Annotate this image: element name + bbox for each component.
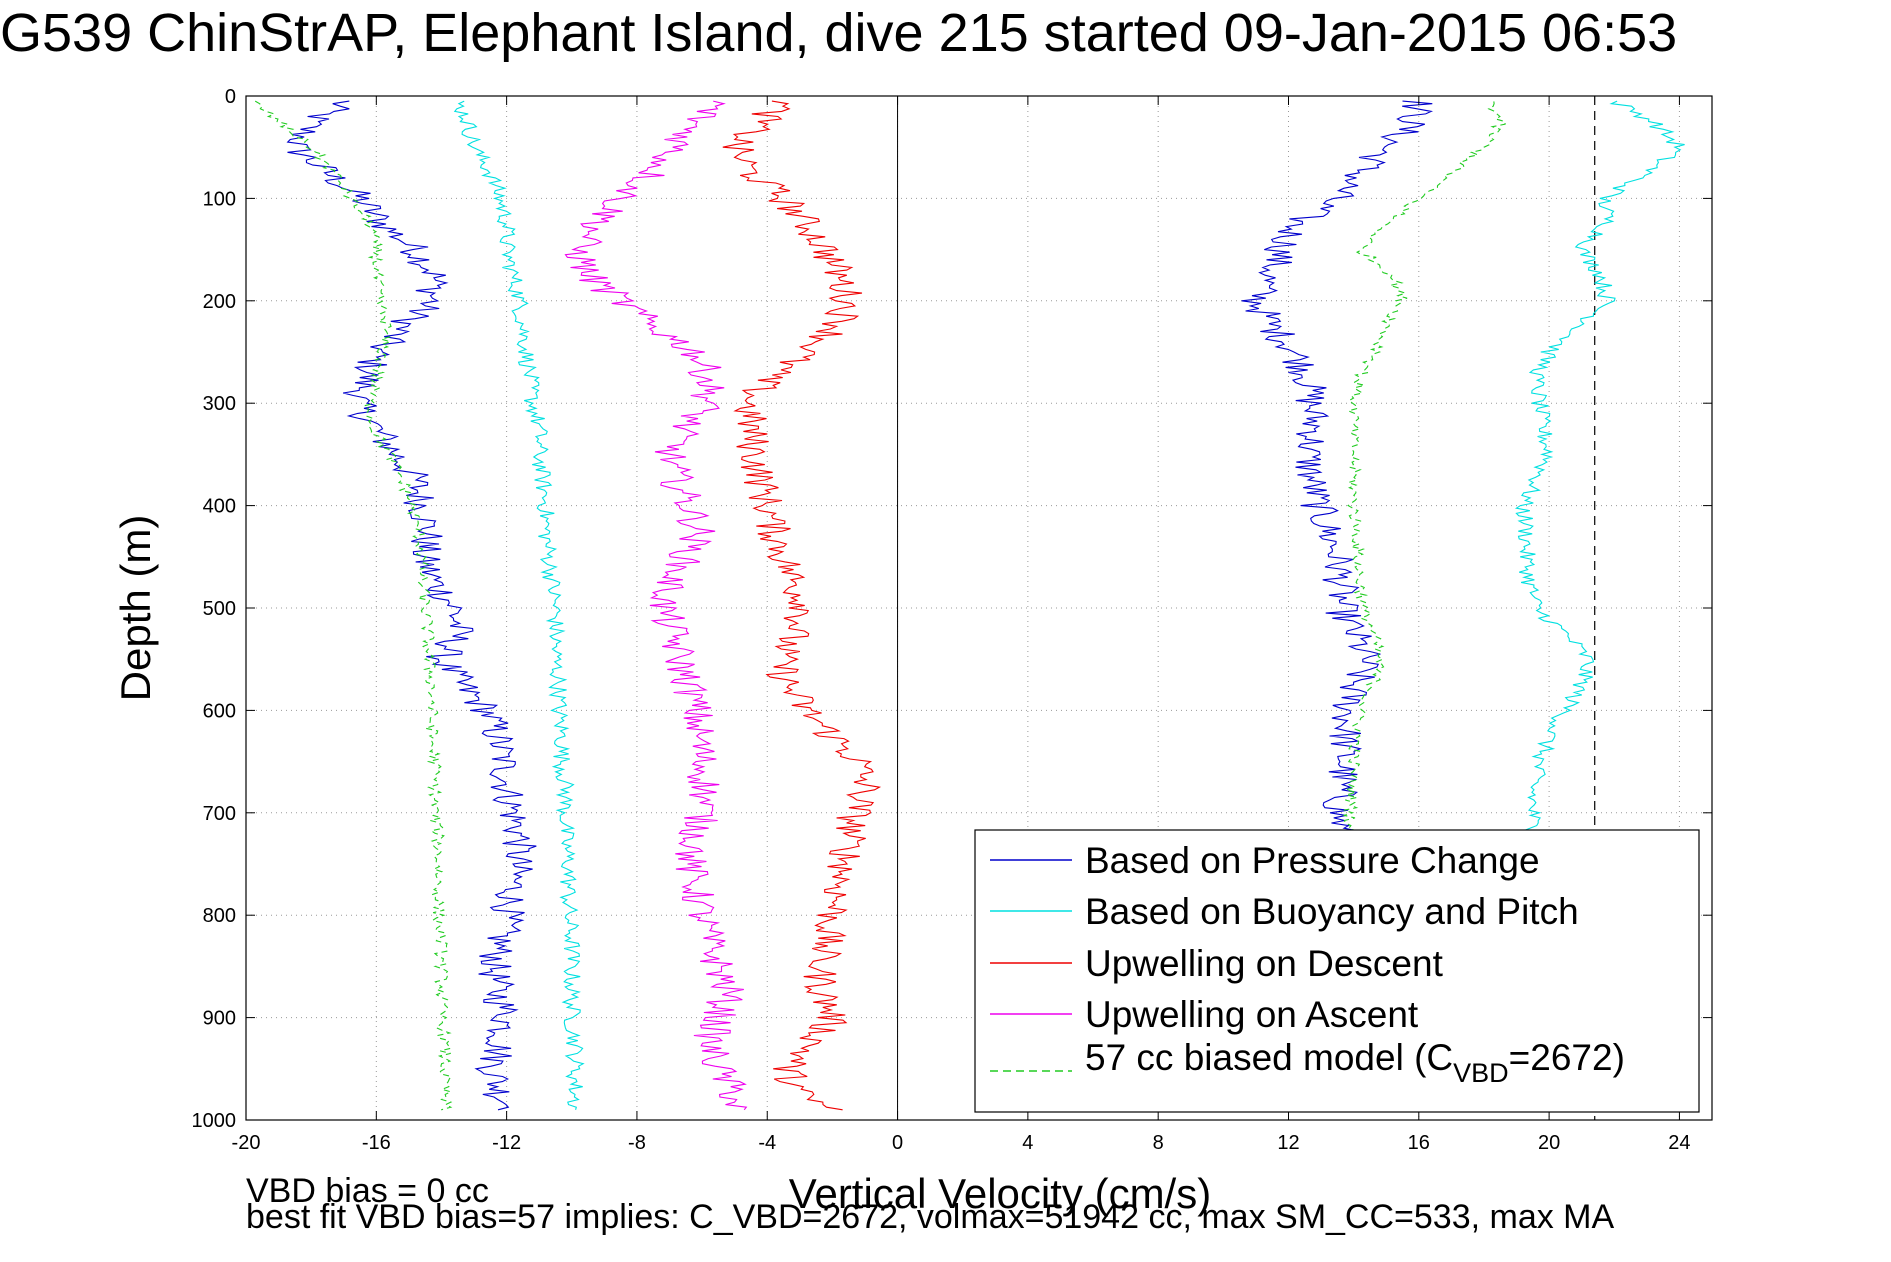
series-upwelling-on-descent-line: [722, 100, 882, 1111]
x-tick-label-1: -16: [362, 1132, 391, 1154]
y-axis-label: Depth (m): [112, 515, 159, 702]
y-tick-label-9: 900: [203, 1008, 236, 1030]
legend-label-ascent: Upwelling on Ascent: [1085, 994, 1419, 1035]
y-tick-label-0: 0: [225, 86, 236, 108]
series-57-cc-biased-model-ascent-line: [1340, 101, 1506, 1111]
x-tick-label-8: 12: [1277, 1132, 1299, 1154]
legend-model-subscript: VBD: [1453, 1058, 1509, 1088]
x-tick-label-11: 24: [1668, 1132, 1690, 1154]
y-tick-label-2: 200: [203, 291, 236, 313]
series-upwelling-on-ascent-line: [564, 100, 748, 1111]
series-based-on-pressure-change-descent-line: [286, 100, 537, 1111]
y-tick-label-6: 600: [203, 700, 236, 722]
legend: Based on Pressure Change Based on Buoyan…: [974, 829, 1700, 1113]
x-tick-label-5: 0: [892, 1132, 903, 1154]
y-tick-label-4: 400: [203, 496, 236, 518]
y-tick-label-1: 100: [203, 188, 236, 210]
footnote-bias: VBD bias = 0 cc: [246, 1172, 489, 1210]
x-tick-label-0: -20: [232, 1132, 261, 1154]
x-tick-label-7: 8: [1153, 1132, 1164, 1154]
legend-label-pressure: Based on Pressure Change: [1085, 840, 1540, 881]
legend-label-buoyancy: Based on Buoyancy and Pitch: [1085, 891, 1579, 932]
x-tick-label-4: -4: [758, 1132, 776, 1154]
legend-label-descent: Upwelling on Descent: [1085, 943, 1444, 984]
series-based-on-buoyancy-and-pitch-descent-line: [453, 100, 585, 1110]
y-tick-label-5: 500: [203, 598, 236, 620]
footnote-bestfit: best fit VBD bias=57 implies: C_VBD=2672…: [246, 1198, 1615, 1236]
y-tick-label-7: 700: [203, 803, 236, 825]
legend-model-tail: =2672): [1509, 1037, 1625, 1078]
x-tick-label-3: -8: [628, 1132, 646, 1154]
chart-title: G539 ChinStrAP, Elephant Island, dive 21…: [0, 3, 1678, 63]
legend-label-model: 57 cc biased model (CVBD=2672): [1085, 1037, 1625, 1088]
series-57-cc-biased-model-descent-line: [254, 100, 453, 1111]
legend-box: [974, 829, 1700, 1113]
reference-lines: [897, 96, 1596, 1120]
y-tick-label-3: 300: [203, 393, 236, 415]
x-axis-label: Vertical Velocity (cm/s): [789, 1170, 1211, 1217]
y-tick-label-10: 1000: [192, 1110, 237, 1132]
tick-layer: -20 -16 -12 -8 -4 0 4 8 12 16 20 24 0 100 200 300 400 500…: [192, 86, 1712, 1154]
x-tick-label-6: 4: [1022, 1132, 1033, 1154]
x-tick-label-10: 20: [1538, 1132, 1560, 1154]
legend-model-text: 57 cc biased model (C: [1085, 1037, 1453, 1078]
x-tick-label-9: 16: [1408, 1132, 1430, 1154]
y-tick-label-8: 800: [203, 905, 236, 927]
x-tick-label-2: -12: [492, 1132, 521, 1154]
